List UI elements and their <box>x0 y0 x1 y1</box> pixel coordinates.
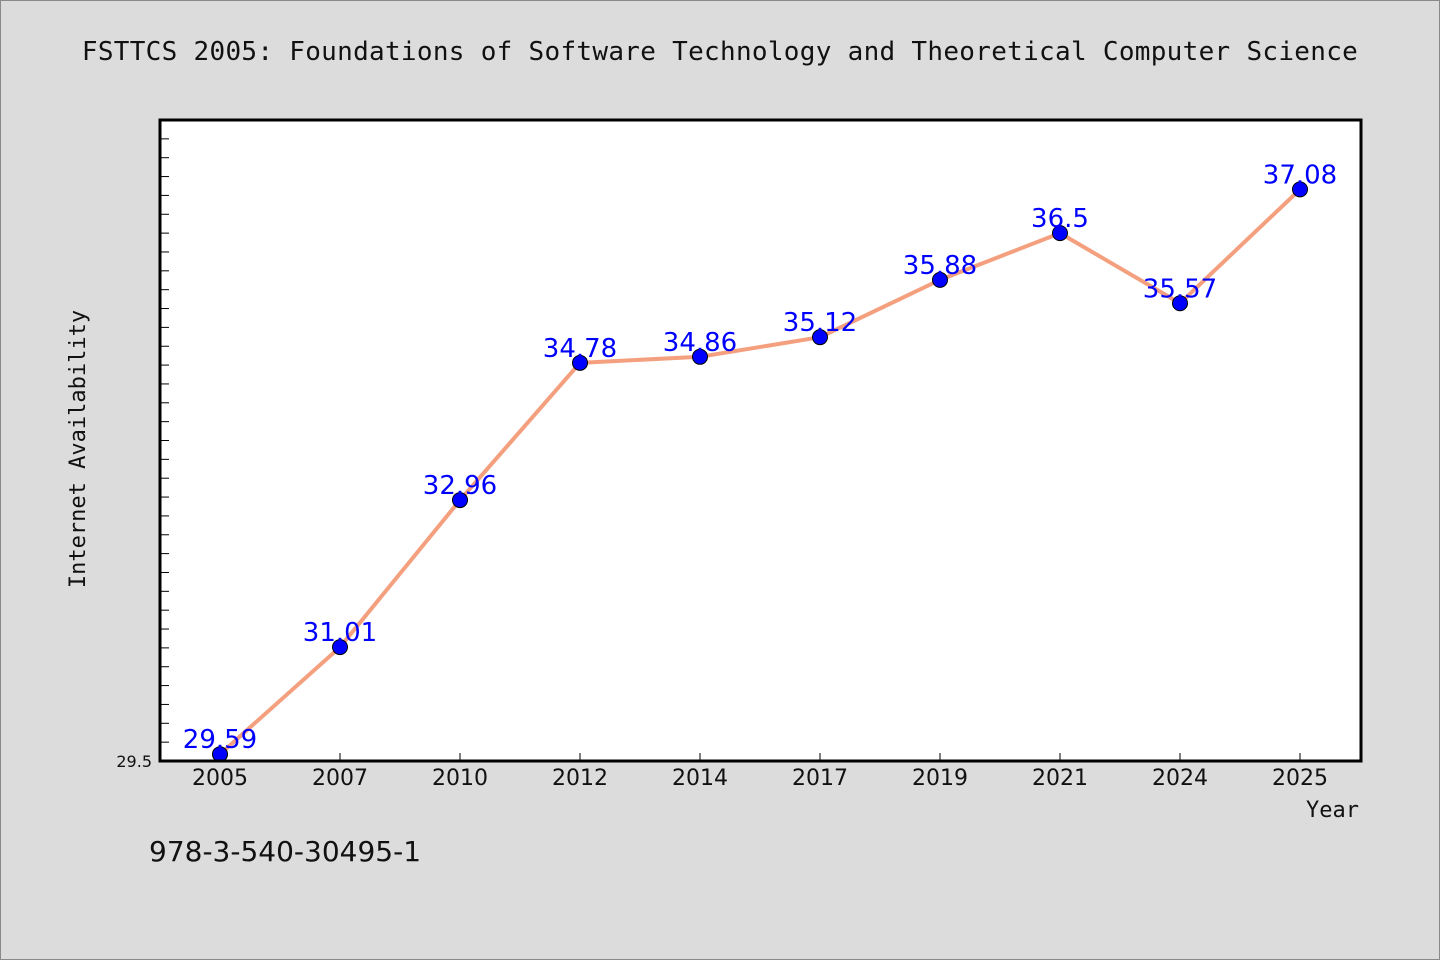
data-point <box>572 354 588 371</box>
data-label: 36.5 <box>1031 204 1089 234</box>
data-label: 29.59 <box>183 725 257 755</box>
x-tick-label: 2017 <box>792 766 848 791</box>
data-label: 32.96 <box>423 471 497 501</box>
x-tick-label: 2025 <box>1272 766 1328 791</box>
x-tick-label: 2014 <box>672 766 728 791</box>
data-label: 37.08 <box>1263 160 1337 190</box>
data-label: 34.86 <box>663 328 737 358</box>
y-tick-labels: 29.5 <box>116 752 152 771</box>
x-tick-label: 2021 <box>1032 766 1088 791</box>
x-tick-label: 2024 <box>1152 766 1208 791</box>
footer-isbn: 978-3-540-30495-1 <box>149 835 422 868</box>
data-point <box>1292 181 1308 198</box>
series-markers <box>212 181 1308 763</box>
data-label: 31.01 <box>303 618 377 648</box>
data-point <box>1172 295 1188 312</box>
x-tick-label: 2005 <box>192 766 248 791</box>
data-point <box>932 271 948 288</box>
x-axis-title: Year <box>1306 798 1359 823</box>
data-point <box>1052 225 1068 242</box>
x-tick-labels: 2005 2007 2010 2012 2014 2017 2019 2021 2024 2025 <box>192 766 1328 791</box>
data-point <box>692 348 708 365</box>
data-point <box>332 639 348 656</box>
x-tick-label: 2010 <box>432 766 488 791</box>
plot-border <box>158 118 1363 763</box>
x-tick-label: 2012 <box>552 766 608 791</box>
data-label: 35.57 <box>1143 274 1217 304</box>
data-label: 34.78 <box>543 334 617 364</box>
x-tick-label: 2007 <box>312 766 368 791</box>
data-point <box>812 329 828 346</box>
series-line <box>218 187 1302 757</box>
plot-area <box>160 120 1361 761</box>
data-label: 35.88 <box>903 251 977 281</box>
y-tick-label: 29.5 <box>116 752 152 771</box>
chart-title: FSTTCS 2005: Foundations of Software Tec… <box>81 37 1359 67</box>
y-axis-title: Internet Availability <box>66 310 91 588</box>
data-point <box>452 492 468 509</box>
x-tick-label: 2019 <box>912 766 968 791</box>
data-labels: 29.59 31.01 32.96 34.78 34.86 35.12 35.88 36.5 3… <box>183 160 1337 755</box>
data-label: 35.12 <box>783 308 857 338</box>
